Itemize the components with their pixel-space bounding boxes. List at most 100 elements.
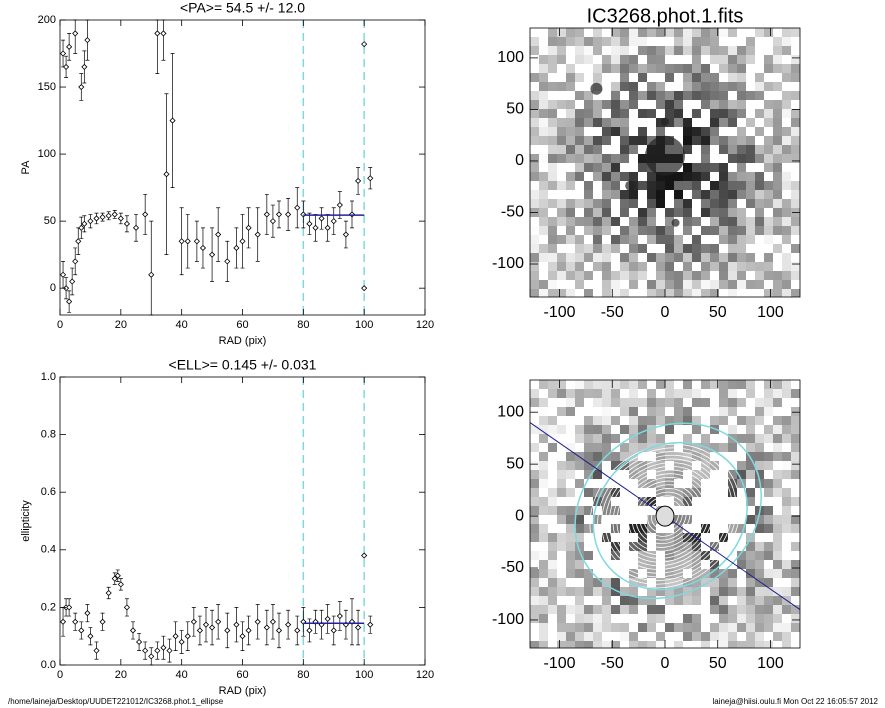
isophote (608, 462, 722, 570)
data-point (178, 638, 185, 646)
image-pixel (647, 271, 656, 280)
image-pixel (764, 91, 773, 100)
image-pixel (584, 380, 593, 389)
image-pixel (575, 596, 584, 605)
image-pixel (629, 398, 638, 407)
image-pixel (746, 497, 755, 506)
image-pixel (701, 605, 710, 614)
x-tick-label: 80 (297, 669, 309, 681)
image-pixel (584, 416, 593, 425)
image-pixel (701, 28, 710, 37)
image-pixel (629, 82, 638, 91)
image-pixel (539, 497, 548, 506)
image-pixel (638, 172, 647, 181)
image-pixel (719, 262, 728, 271)
data-point (224, 627, 231, 634)
image-pixel (557, 416, 566, 425)
image-pixel (557, 136, 566, 145)
image-pixel (530, 91, 539, 100)
image-pixel (791, 154, 800, 163)
image-pixel (575, 515, 584, 524)
image-pixel (728, 244, 737, 253)
image-pixel (665, 91, 674, 100)
image-pixel (791, 380, 800, 389)
image-pixel (620, 443, 629, 452)
footer-path: /home/laineja/Desktop/UUDET221012/IC3268… (8, 697, 224, 706)
image-pixel (764, 443, 773, 452)
image-pixel (566, 569, 575, 578)
image-pixel (665, 497, 674, 506)
image-pixel (566, 226, 575, 235)
image-pixel (557, 389, 566, 398)
image-pixel (764, 262, 773, 271)
image-pixel (530, 190, 539, 199)
image-pixel (773, 605, 782, 614)
image-pixel (629, 479, 638, 488)
image-pixel (737, 100, 746, 109)
image-pixel (575, 199, 584, 208)
image-pixel (557, 244, 566, 253)
image-pixel (773, 100, 782, 109)
image-pixel (539, 587, 548, 596)
image-pixel (548, 109, 557, 118)
image-pixel (647, 632, 656, 641)
image-pixel (530, 262, 539, 271)
image-pixel (782, 190, 791, 199)
image-pixel (773, 497, 782, 506)
image-pixel (737, 605, 746, 614)
image-pixel (530, 416, 539, 425)
image-pixel (611, 380, 620, 389)
image-pixel (530, 380, 539, 389)
image-pixel (755, 199, 764, 208)
image-pixel (782, 416, 791, 425)
image-pixel (656, 172, 665, 181)
image-pixel (755, 443, 764, 452)
image-pixel (566, 551, 575, 560)
image-pixel (647, 587, 656, 596)
chart-title: <PA>= 54.5 +/- 12.0 (180, 0, 305, 16)
image-pixel (647, 452, 656, 461)
data-point (269, 218, 276, 225)
image-pixel (701, 262, 710, 271)
data-point (132, 224, 140, 231)
image-pixel (728, 91, 737, 100)
image-pixel (701, 614, 710, 623)
image-pixel (692, 46, 701, 55)
x-tick-label: -50 (601, 304, 624, 321)
image-pixel (719, 64, 728, 73)
image-pixel (548, 416, 557, 425)
image-pixel (656, 289, 665, 297)
image-pixel (665, 434, 674, 443)
image-pixel (548, 82, 557, 91)
image-pixel (710, 542, 719, 551)
image-pixel (629, 46, 638, 55)
image-pixel (602, 28, 611, 37)
image-pixel (755, 380, 764, 389)
image-pixel (647, 497, 656, 506)
image-pixel (611, 596, 620, 605)
image-pixel (593, 190, 602, 199)
image-pixel (764, 515, 773, 524)
image-pixel (530, 533, 539, 542)
image-pixel (728, 569, 737, 578)
image-pixel (611, 55, 620, 64)
image-pixel (638, 416, 647, 425)
image-pixel (647, 73, 656, 82)
image-pixel (701, 91, 710, 100)
image-pixel (755, 434, 764, 443)
y-tick-label: -50 (501, 559, 524, 576)
image-pixel (665, 127, 674, 136)
image-pixel (638, 614, 647, 623)
image-pixel (539, 479, 548, 488)
image-pixel (782, 443, 791, 452)
image-pixel (575, 280, 584, 289)
image-pixel (647, 596, 656, 605)
image-pixel (548, 497, 557, 506)
image-pixel (638, 217, 647, 226)
image-pixel (530, 632, 539, 641)
image-pixel (746, 569, 755, 578)
image-pixel (728, 452, 737, 461)
data-point (367, 175, 374, 182)
image-pixel (530, 488, 539, 497)
image-pixel (593, 145, 602, 154)
